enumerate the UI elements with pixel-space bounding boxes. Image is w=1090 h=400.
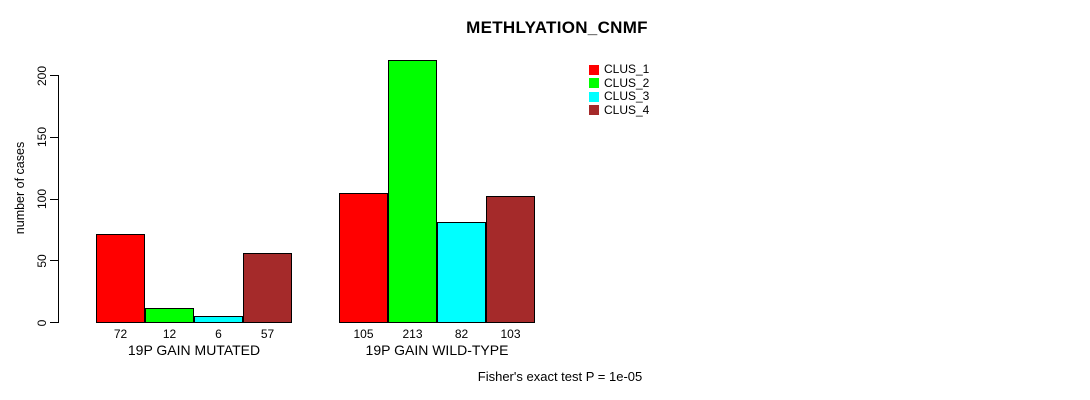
bar-value-label: 103 [500,327,521,341]
bar-clus_3-group2 [437,222,486,323]
legend-swatch-icon [589,78,599,89]
bar-clus_3-group1 [194,316,243,323]
bar-value-label: 57 [260,327,275,341]
legend-label: CLUS_4 [604,102,650,117]
legend-label: CLUS_3 [604,89,650,103]
y-axis-line [58,75,59,323]
legend-swatch-icon [589,105,599,116]
y-axis-tick-label: 150 [35,127,49,148]
y-axis-tick [50,260,58,262]
y-axis-title: number of cases [13,141,27,235]
bar-clus_1-group2 [339,193,388,323]
y-axis-tick [50,75,58,76]
legend-swatch-icon [589,91,599,102]
legend-item: CLUS_3 [589,89,650,104]
legend: CLUS_1 CLUS_2 CLUS_3 CLUS_4 [589,62,650,118]
bar-clus_4-group1 [243,253,292,323]
legend-label: CLUS_2 [604,75,650,90]
legend-label: CLUS_1 [604,62,650,76]
y-axis-tick-label: 50 [35,254,49,268]
bar-value-label: 213 [402,327,423,341]
bar-value-label: 72 [113,327,128,341]
bar-clus_2-group1 [145,308,194,323]
bar-clus_4-group2 [486,196,535,323]
group-label: 19P GAIN MUTATED [127,342,261,358]
y-axis-tick-label: 200 [35,65,49,86]
legend-swatch-icon [589,64,599,75]
y-axis-tick [50,136,58,138]
bar-value-label: 6 [215,327,222,341]
bar-clus_1-group1 [96,234,145,323]
bar-value-label: 105 [353,327,374,341]
y-axis-tick-label: 0 [35,319,49,326]
y-axis-tick-label: 100 [35,188,49,210]
y-axis-tick [50,322,58,323]
legend-item: CLUS_4 [589,102,650,118]
bar-value-label: 82 [454,327,469,341]
annotation-text: Fisher's exact test P = 1e-05 [477,369,643,384]
legend-item: CLUS_1 [589,62,650,77]
legend-item: CLUS_2 [589,75,650,91]
chart-title: METHLYATION_CNMF [466,18,648,37]
bar-clus_2-group2 [388,60,437,323]
y-axis-tick [50,198,58,200]
bar-value-label: 12 [162,327,177,341]
group-label: 19P GAIN WILD-TYPE [365,342,509,358]
